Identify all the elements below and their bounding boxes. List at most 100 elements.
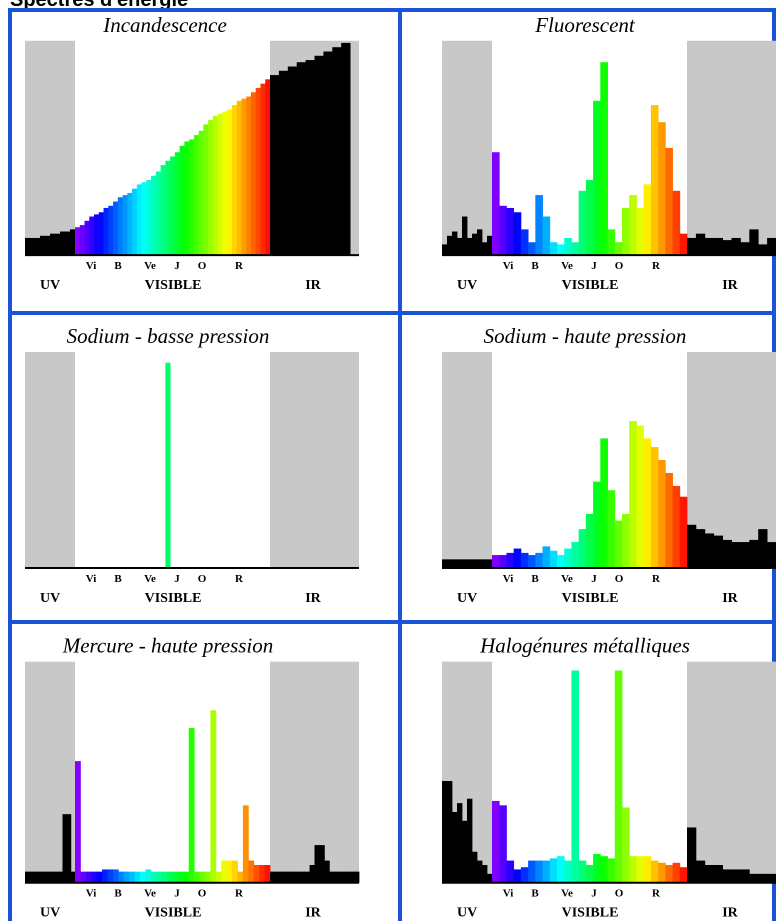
spectrum-bar (354, 871, 360, 883)
chart-title: Incandescence (102, 13, 227, 37)
spectrum-bar (30, 237, 36, 256)
spectrum-bar (25, 871, 30, 883)
spectrum-bar (695, 860, 706, 883)
spectrum-bar (222, 111, 228, 256)
spectrum-bar (227, 109, 233, 256)
spectrum-bar (499, 805, 507, 883)
region-label: VISIBLE (145, 591, 202, 606)
spectrum-bar (749, 229, 759, 256)
spectrum-bar (593, 481, 601, 568)
spectrum-bar (528, 860, 536, 883)
spectrum-bar (118, 871, 125, 883)
spectrum-bar (278, 70, 289, 256)
spectrum-bar (731, 542, 741, 568)
region-label: UV (457, 906, 477, 921)
tick-label: R (235, 573, 244, 585)
spectrum-bar (585, 180, 594, 256)
spectrum-bar (506, 207, 515, 256)
spectrum-bar (513, 212, 522, 256)
spectrum-bar (585, 514, 594, 568)
spectrum-bar (535, 195, 543, 256)
spectrum-bar (467, 559, 473, 568)
spectrum-bar (513, 548, 522, 568)
tick-label: Vi (503, 260, 514, 272)
spectrum-bar (622, 514, 630, 568)
region-label: VISIBLE (562, 278, 619, 293)
spectrum-bar (585, 865, 594, 883)
spectrum-bar (695, 529, 706, 568)
spectrum-bar (274, 871, 281, 883)
region-label: IR (305, 591, 321, 606)
spectrum-bar (62, 814, 68, 883)
spectrum-bar (122, 195, 128, 256)
spectrum-bar (643, 856, 652, 883)
spectrum-bar (528, 242, 536, 256)
region-label: UV (40, 278, 60, 293)
spectrum-bar (287, 66, 298, 256)
spectrum-bar (643, 438, 652, 568)
tick-label: Ve (144, 888, 156, 900)
tick-label: Vi (86, 888, 97, 900)
spectrum-bar (236, 100, 242, 256)
spectrum-bar (740, 869, 750, 883)
tick-label: R (235, 888, 244, 900)
spectrum-bar (270, 75, 280, 256)
spectrum-bar (324, 860, 330, 883)
spectrum-bar (593, 100, 601, 256)
chart-title: Mercure - haute pression (62, 634, 274, 658)
spectrum-bar (221, 860, 228, 883)
spectrum-bar (672, 190, 681, 256)
spectrum-bar (528, 555, 536, 568)
spectrum-bar (477, 860, 483, 883)
spectrum-bar (506, 860, 515, 883)
spectrum-bar (270, 871, 276, 883)
spectrum-bar (650, 105, 659, 256)
tick-label: O (615, 573, 624, 585)
spectrum-bar (658, 460, 666, 568)
spectrum-bar (150, 871, 157, 883)
spectrum-bar (492, 152, 500, 256)
grid-line-left (8, 8, 12, 921)
spectrum-bar (212, 115, 219, 256)
spectrum-bar (156, 871, 163, 883)
tick-label: Vi (86, 260, 97, 272)
spectrum-bar (172, 871, 179, 883)
spectrum-bar (467, 237, 473, 256)
spectrum-bar (217, 113, 223, 256)
spectrum-bar (622, 207, 630, 256)
spectrum-bar (472, 559, 478, 568)
spectrum-bar (665, 147, 673, 256)
tick-label: B (114, 888, 122, 900)
page-title: Spectres d'énergie (10, 0, 189, 11)
spectrum-bar (629, 856, 637, 883)
spectrum-bar (593, 853, 601, 883)
spectrum-bar (112, 869, 119, 883)
chart-title: Sodium - haute pression (484, 324, 687, 348)
spectrum-bar (731, 869, 741, 883)
spectrum-bar (477, 229, 483, 256)
spectrum-bar (339, 871, 345, 883)
spectrum-bar (145, 869, 152, 883)
spectrum-bar (70, 871, 76, 883)
spectrum-bar (722, 869, 732, 883)
spectrum-bar (713, 865, 723, 883)
spectrum-bar (758, 873, 768, 883)
spectrum-bar (713, 535, 723, 568)
spectrum-bar (542, 546, 551, 568)
spectrum-bar (91, 871, 98, 883)
chart-sodium-basse: Sodium - basse pression Vi B Ve J O R UV VISIBLE… (25, 324, 359, 606)
spectrum-bar (600, 856, 608, 883)
spectrum-bar (607, 490, 616, 568)
spectrum-bar (189, 139, 195, 256)
spectrum-bar (248, 860, 255, 883)
tick-label: O (198, 573, 207, 585)
chart-sodium-haute: Sodium - haute pression Vi B Ve J O R UV VISIBLE… (442, 324, 776, 606)
spectrum-bar (305, 60, 315, 256)
spectrum-bar (442, 781, 448, 883)
spectrum-bar (80, 871, 87, 883)
spectrum-bar (259, 865, 265, 883)
chart-halogenures: Halogénures métalliques Vi B Ve J O R UV VISIBLE… (442, 634, 776, 921)
spectrum-bar (40, 235, 46, 256)
tick-label: Vi (503, 888, 514, 900)
spectrum-bar (767, 237, 776, 256)
